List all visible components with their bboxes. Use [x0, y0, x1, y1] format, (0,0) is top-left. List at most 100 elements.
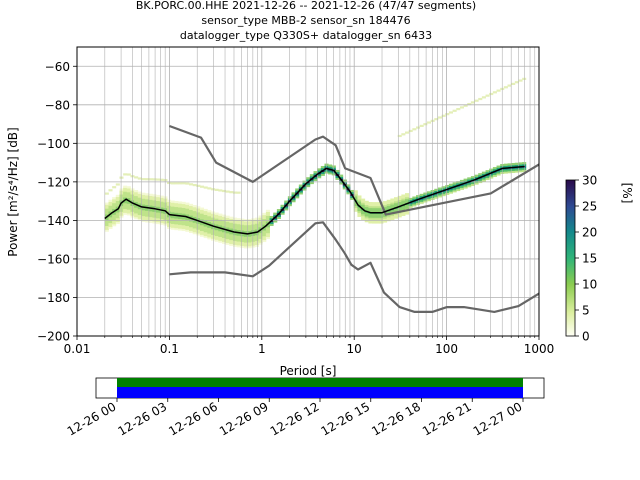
heatmap-cell	[265, 236, 270, 239]
heatmap-cell	[258, 221, 263, 224]
heatmap-cell	[412, 204, 417, 207]
heatmap-cell	[423, 192, 428, 195]
heatmap-cell	[522, 167, 527, 171]
heatmap-cell	[448, 185, 453, 188]
heatmap-cell	[199, 217, 205, 220]
heatmap-cell	[265, 232, 270, 236]
heatmap-cell	[262, 235, 267, 239]
heatmap-cell	[218, 234, 223, 238]
heatmap-cell	[126, 211, 131, 214]
heatmap-cell	[189, 221, 194, 224]
heatmap-cell	[199, 185, 205, 188]
heatmap-cell	[141, 202, 146, 205]
heatmap-cell	[203, 216, 208, 219]
heatmap-cell	[357, 214, 362, 217]
heatmap-cell	[199, 230, 205, 233]
heatmap-cell	[178, 228, 183, 231]
heatmap-cell	[181, 201, 186, 205]
heatmap-cell	[199, 224, 205, 228]
heatmap-cell	[514, 81, 519, 84]
heatmap-cell	[284, 208, 289, 211]
heatmap-cell	[152, 196, 157, 199]
heatmap-cell	[115, 196, 120, 199]
heatmap-cell	[207, 217, 212, 221]
heatmap-cell	[221, 222, 227, 225]
heatmap-cell	[262, 218, 267, 221]
heatmap-cell	[361, 212, 366, 215]
heatmap-cell	[489, 168, 494, 171]
heatmap-cell	[489, 174, 494, 177]
heatmap-cell	[115, 204, 120, 207]
heatmap-cell	[119, 207, 124, 210]
heatmap-cell	[229, 234, 234, 237]
heatmap-cell	[262, 224, 267, 227]
heatmap-cell	[448, 111, 453, 114]
heatmap-cell	[174, 210, 179, 213]
heatmap-cell	[123, 208, 128, 211]
heatmap-cell	[123, 201, 128, 204]
heatmap-cell	[119, 192, 124, 195]
heatmap-cell	[196, 233, 201, 236]
heatmap-cell	[232, 221, 238, 224]
heatmap-cell	[511, 82, 516, 86]
heatmap-cell	[196, 229, 201, 232]
heatmap-cell	[199, 213, 205, 216]
heatmap-cell	[243, 223, 248, 226]
heatmap-cell	[189, 211, 194, 214]
heatmap-cell	[240, 222, 245, 225]
heatmap-cell	[474, 182, 479, 185]
heatmap-cell	[258, 236, 263, 239]
heatmap-cell	[251, 233, 256, 237]
heatmap-cell	[251, 239, 256, 242]
heatmap-cell	[511, 170, 516, 173]
heatmap-cell	[309, 176, 314, 179]
heatmap-cell	[229, 191, 234, 194]
heatmap-cell	[159, 216, 164, 220]
heatmap-cell	[335, 171, 340, 175]
colorbar-tick-label: 0	[582, 330, 590, 344]
heatmap-cell	[522, 169, 527, 173]
heatmap-cell	[459, 179, 464, 183]
heatmap-cell	[152, 203, 157, 207]
heatmap-cell	[368, 221, 373, 224]
heatmap-cell	[207, 235, 212, 238]
heatmap-cell	[119, 209, 124, 212]
heatmap-cell	[203, 186, 208, 189]
heatmap-cell	[148, 214, 153, 218]
heatmap-cell	[152, 201, 157, 205]
heatmap-cell	[192, 224, 197, 227]
heatmap-cell	[185, 208, 190, 211]
heatmap-cell	[126, 213, 131, 216]
heatmap-cell	[137, 208, 142, 212]
heatmap-cell	[426, 121, 432, 124]
heatmap-cell	[397, 197, 402, 201]
heatmap-cell	[181, 182, 186, 185]
heatmap-cell	[199, 215, 205, 218]
heatmap-cell	[291, 198, 296, 201]
heatmap-cell	[108, 189, 113, 192]
heatmap-cell	[496, 165, 501, 168]
heatmap-cell	[229, 224, 234, 227]
heatmap-cell	[353, 205, 358, 208]
heatmap-cell	[423, 123, 428, 126]
heatmap-cell	[225, 238, 230, 242]
heatmap-cell	[112, 224, 117, 227]
heatmap-cell	[489, 92, 494, 96]
x-tick-label: 0.1	[160, 342, 179, 356]
heatmap-cell	[112, 218, 117, 221]
heatmap-cell	[232, 217, 238, 220]
heatmap-cell	[452, 109, 457, 112]
heatmap-cell	[401, 196, 406, 199]
heatmap-cell	[243, 234, 248, 237]
heatmap-cell	[108, 205, 113, 208]
heatmap-cell	[207, 215, 212, 219]
heatmap-cell	[115, 216, 120, 219]
heatmap-cell	[156, 210, 161, 213]
heatmap-cell	[218, 223, 223, 226]
heatmap-cell	[361, 206, 366, 209]
heatmap-cell	[254, 221, 259, 224]
heatmap-cell	[247, 228, 252, 231]
heatmap-cell	[112, 212, 117, 215]
heatmap-cell	[254, 242, 259, 245]
heatmap-cell	[181, 211, 186, 214]
